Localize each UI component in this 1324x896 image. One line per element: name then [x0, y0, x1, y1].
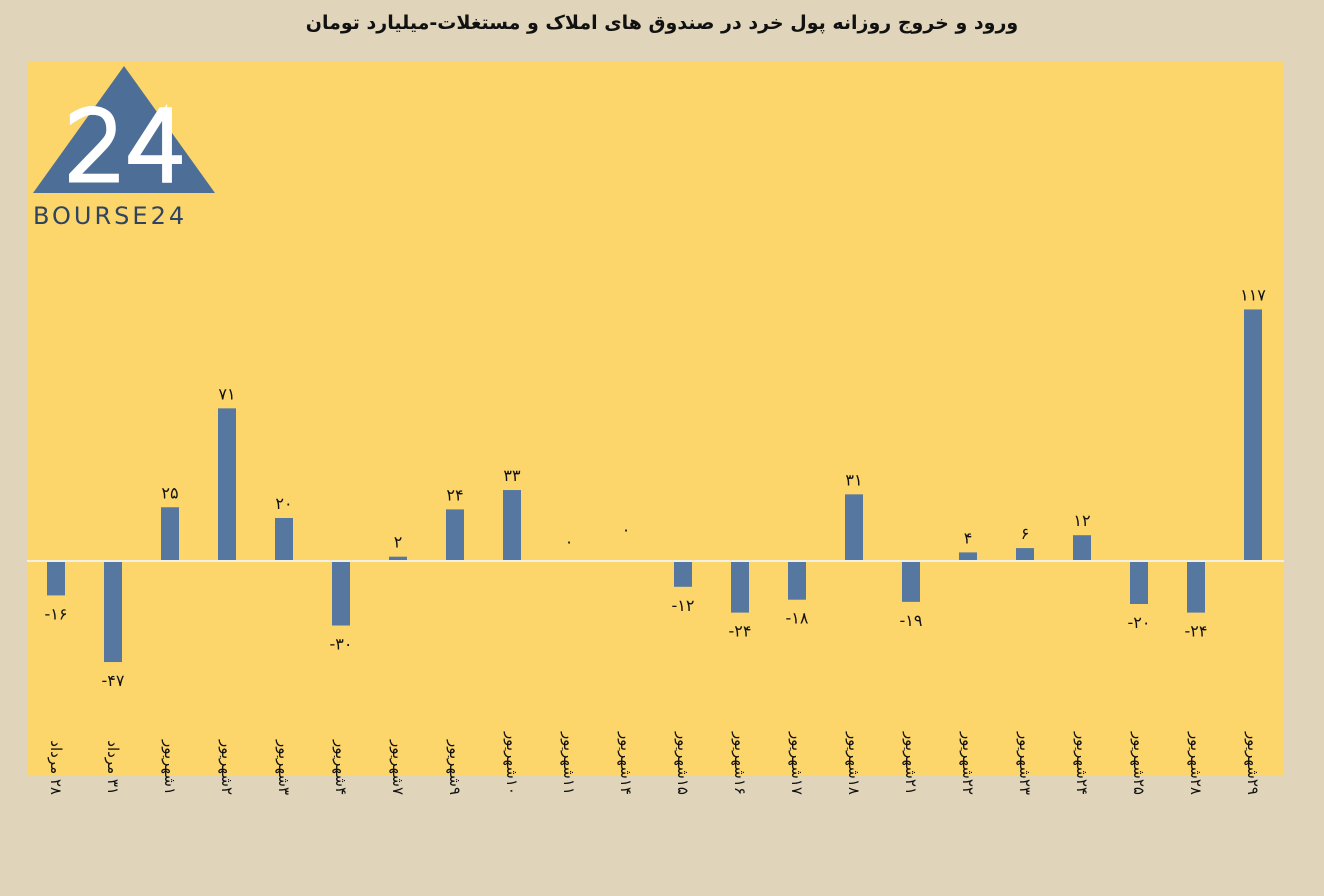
x-tick-label: ۱شهریور — [161, 739, 179, 795]
bar — [1187, 561, 1205, 613]
data-label: ۰ — [565, 532, 574, 551]
x-tick-label: ۲۲شهریور — [959, 731, 977, 795]
data-label: -۳۰ — [330, 635, 353, 654]
x-axis-tick-labels: ۲۸ مرداد ۳۱ مرداد ۱شهریور ۲شهریور ۳شهریور ۴شه… — [47, 731, 1262, 795]
x-tick-label: ۲۳شهریور — [1016, 731, 1034, 795]
x-tick-label: ۱۵شهریور — [674, 731, 692, 795]
data-label: -۱۸ — [786, 609, 809, 628]
data-label: ۰ — [622, 520, 631, 539]
data-label: ۲۴ — [446, 485, 463, 504]
x-tick-label: ۲۸شهریور — [1187, 731, 1205, 795]
data-label: ۳۱ — [845, 470, 862, 489]
x-tick-label: ۴شهریور — [332, 739, 350, 795]
x-tick-label: ۳۱ مرداد — [104, 740, 122, 795]
bourse24-logo: 24 BOURSE24 — [33, 66, 215, 230]
x-tick-label: ۲۵شهریور — [1130, 731, 1148, 795]
plot-area — [27, 62, 1284, 775]
x-tick-label: ۷شهریور — [389, 739, 407, 795]
x-tick-label: ۲۹شهریور — [1244, 731, 1262, 795]
bar — [959, 552, 977, 561]
data-label: -۱۹ — [900, 611, 923, 630]
bar — [104, 561, 122, 663]
bar — [389, 556, 407, 561]
data-label: ۱۲ — [1073, 511, 1090, 530]
x-tick-label: ۳شهریور — [275, 739, 293, 795]
data-label: -۱۲ — [672, 596, 695, 615]
bar — [731, 561, 749, 613]
bar — [503, 490, 521, 561]
data-label: ۴ — [964, 528, 973, 547]
bar — [446, 509, 464, 561]
x-tick-label: ۹شهریور — [446, 739, 464, 795]
x-tick-label: ۲۸ مرداد — [47, 740, 65, 795]
data-label: ۷۱ — [218, 384, 235, 403]
x-tick-label: ۲۴شهریور — [1073, 731, 1091, 795]
x-tick-label: ۱۶شهریور — [731, 731, 749, 795]
x-tick-label: ۱۱شهریور — [560, 731, 578, 795]
bar — [1130, 561, 1148, 604]
chart-title: ورود و خروج روزانه پول خرد در صندوق های … — [305, 12, 1019, 34]
bar — [1244, 309, 1262, 561]
x-tick-label: ۲شهریور — [218, 739, 236, 795]
bar — [788, 561, 806, 600]
data-label: -۲۰ — [1128, 613, 1151, 632]
logo-triangle — [33, 66, 215, 193]
bar — [47, 561, 65, 596]
data-label: -۲۴ — [1185, 622, 1208, 641]
data-label: -۱۶ — [45, 604, 68, 623]
x-tick-label: ۱۴شهریور — [617, 731, 635, 795]
bar — [845, 494, 863, 561]
data-label: ۲۰ — [275, 494, 292, 513]
bar — [161, 507, 179, 561]
bar — [218, 408, 236, 561]
bar — [1016, 548, 1034, 561]
data-label: -۴۷ — [102, 671, 125, 690]
bar — [1073, 535, 1091, 561]
x-tick-label: ۱۸شهریور — [845, 731, 863, 795]
bar — [275, 518, 293, 561]
bars-layer — [47, 309, 1262, 663]
data-label: ۲۵ — [161, 483, 178, 502]
logo-wordmark: BOURSE24 — [33, 202, 187, 230]
x-tick-label: ۲۱شهریور — [902, 731, 920, 795]
data-label: -۲۴ — [729, 622, 752, 641]
x-tick-label: ۱۷شهریور — [788, 731, 806, 795]
data-label: ۱۱۷ — [1240, 285, 1266, 304]
value-labels-layer: -۱۶ -۴۷ ۲۵ ۷۱ ۲۰ -۳۰ ۲ ۲۴ ۳۳ ۰ ۰ -۱۲ -۲۴ -۱۸ ۳۱ -۱۹ ۴ ۶ ۱۲… — [45, 285, 1267, 690]
data-label: ۳۳ — [503, 466, 521, 485]
x-tick-label: ۱۰شهریور — [503, 731, 521, 795]
data-label: ۲ — [394, 533, 403, 552]
data-label: ۶ — [1021, 524, 1030, 543]
bar — [674, 561, 692, 587]
logo-numeral: 24 — [65, 91, 187, 203]
bar — [902, 561, 920, 602]
bar — [332, 561, 350, 626]
